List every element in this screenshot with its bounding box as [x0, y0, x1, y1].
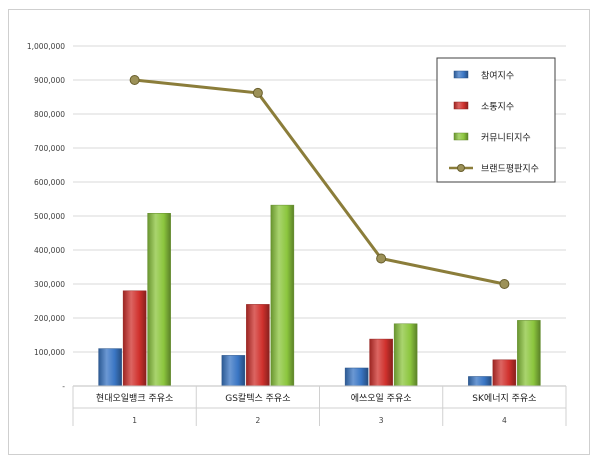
- legend-swatch: [453, 70, 469, 79]
- y-tick-label: 700,000: [34, 144, 65, 153]
- legend-marker: [457, 164, 465, 172]
- line-point: [376, 253, 387, 264]
- y-tick-label: -: [62, 382, 65, 391]
- x-tick-number: 1: [132, 416, 137, 425]
- legend-label: 브랜드평판지수: [481, 164, 539, 175]
- y-axis-ticks: - 100,000 200,000 300,000 400,000 500,000 600,…: [27, 42, 65, 391]
- bar: [270, 204, 295, 387]
- bar: [147, 213, 171, 387]
- line-point: [129, 75, 140, 85]
- y-tick-label: 800,000: [34, 110, 65, 119]
- bar: [246, 304, 270, 387]
- brand-reputation-line: [129, 75, 510, 289]
- line-point: [499, 279, 510, 289]
- bar: [344, 367, 369, 387]
- legend-swatch: [453, 132, 469, 141]
- bar: [468, 376, 492, 387]
- legend-label: 참여지수: [481, 70, 514, 82]
- bar: [98, 348, 122, 387]
- line-point: [252, 87, 263, 98]
- x-tick-label: GS칼텍스 주유소: [225, 393, 290, 404]
- bar: [517, 320, 541, 387]
- y-tick-label: 500,000: [34, 212, 65, 221]
- series-line: [134, 78, 505, 286]
- bar: [393, 323, 418, 387]
- x-tick-label: 에쓰오일 주유소: [351, 393, 412, 404]
- bar: [369, 338, 393, 387]
- x-axis: 현대오일뱅크 주유소 1 GS칼텍스 주유소 2 에쓰오일 주유소 3 SK에너지 주유소 4: [72, 385, 567, 426]
- legend-box: [436, 57, 556, 183]
- y-tick-label: 600,000: [34, 178, 65, 187]
- bar: [122, 290, 147, 387]
- bar: [492, 359, 517, 387]
- y-tick-label: 200,000: [34, 314, 65, 323]
- y-tick-label: 100,000: [34, 348, 65, 357]
- y-tick-label: 300,000: [34, 280, 65, 289]
- legend-label: 커뮤니티지수: [481, 133, 531, 144]
- x-tick-number: 2: [255, 416, 260, 425]
- y-tick-label: 400,000: [34, 246, 65, 255]
- legend-swatch: [453, 101, 469, 110]
- x-tick-label: SK에너지 주유소: [472, 393, 536, 404]
- x-tick-label: 현대오일뱅크 주유소: [96, 393, 173, 404]
- y-tick-label: 900,000: [34, 76, 65, 85]
- y-tick-label: 1,000,000: [27, 42, 65, 51]
- x-tick-number: 4: [502, 416, 507, 425]
- legend-label: 소통지수: [481, 102, 514, 113]
- x-tick-number: 3: [379, 416, 384, 425]
- bars: [98, 204, 541, 387]
- bar: [221, 355, 246, 387]
